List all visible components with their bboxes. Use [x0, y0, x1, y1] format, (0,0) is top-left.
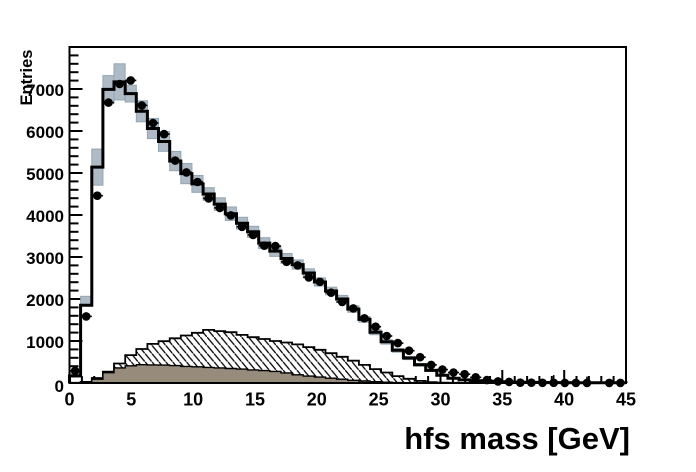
svg-text:35: 35 — [492, 390, 512, 410]
svg-text:5000: 5000 — [26, 165, 64, 184]
svg-text:7000: 7000 — [26, 81, 64, 100]
svg-text:15: 15 — [245, 390, 265, 410]
svg-text:6000: 6000 — [26, 123, 64, 142]
svg-text:40: 40 — [554, 390, 574, 410]
svg-text:2000: 2000 — [26, 291, 64, 310]
svg-text:hfs mass [GeV]: hfs mass [GeV] — [404, 421, 630, 456]
svg-text:45: 45 — [616, 390, 636, 410]
svg-text:20: 20 — [307, 390, 327, 410]
svg-text:30: 30 — [430, 390, 450, 410]
svg-text:0: 0 — [55, 377, 64, 396]
svg-text:0: 0 — [64, 390, 74, 410]
svg-text:5: 5 — [126, 390, 136, 410]
svg-text:25: 25 — [369, 390, 389, 410]
svg-text:1000: 1000 — [26, 333, 64, 352]
svg-text:10: 10 — [183, 390, 203, 410]
svg-text:Entries: Entries — [18, 50, 36, 106]
svg-text:4000: 4000 — [26, 207, 64, 226]
svg-text:3000: 3000 — [26, 249, 64, 268]
